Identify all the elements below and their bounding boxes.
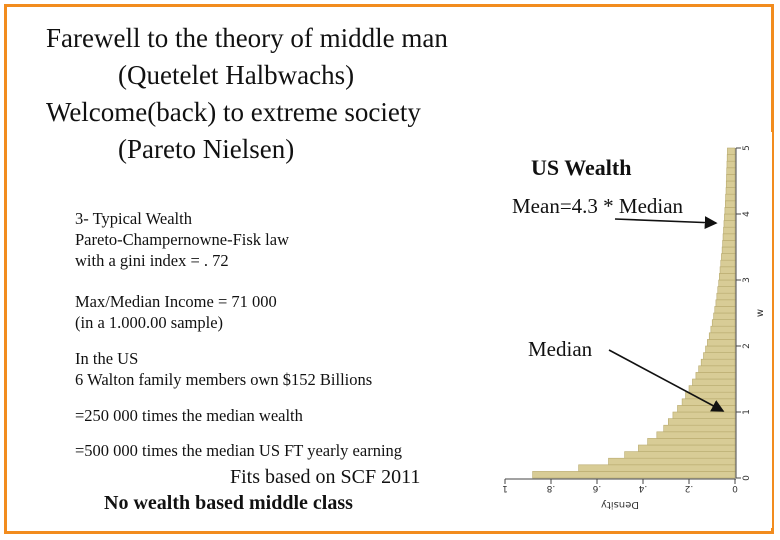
typical-wealth-line-2: Pareto-Champernowne-Fisk law bbox=[75, 230, 289, 249]
histogram-bar bbox=[721, 253, 736, 261]
axes-layer: 0 1 2 3 4 5 w 1 .8 .6 .4 .2 0 Density bbox=[502, 145, 766, 510]
histogram-bar bbox=[722, 240, 736, 248]
median-arrow bbox=[608, 349, 725, 412]
x-tick-label: .4 bbox=[638, 483, 647, 493]
walton-line-1: In the US bbox=[75, 349, 139, 368]
mean-arrow bbox=[614, 216, 718, 229]
title-line-2: (Quetelet Halbwachs) bbox=[118, 60, 355, 90]
histogram-bar bbox=[725, 180, 736, 188]
x-tick-label: .2 bbox=[685, 483, 694, 493]
histogram-bar bbox=[532, 471, 736, 479]
y-tick-label: 0 bbox=[742, 475, 752, 481]
histogram-bar bbox=[725, 200, 736, 208]
histogram-bar bbox=[724, 207, 736, 215]
histogram-bar bbox=[624, 451, 736, 459]
title-line-3: Welcome(back) to extreme society bbox=[46, 97, 421, 127]
max-median-line-2: (in a 1.000.00 sample) bbox=[75, 313, 224, 332]
histogram-bar bbox=[656, 431, 736, 439]
typical-wealth-line-1: 3- Typical Wealth bbox=[75, 209, 192, 228]
histogram-bar bbox=[726, 160, 736, 169]
histogram-bar bbox=[715, 299, 736, 307]
mean-annotation: Mean=4.3 * Median bbox=[512, 194, 684, 218]
x-tick-label: 1 bbox=[502, 483, 508, 493]
bars-layer bbox=[532, 147, 736, 479]
title-line-1: Farewell to the theory of middle man bbox=[46, 23, 448, 53]
slide-frame bbox=[4, 4, 774, 534]
histogram-bar bbox=[725, 187, 736, 195]
histogram-bar bbox=[719, 273, 736, 281]
histogram-bar bbox=[647, 438, 736, 446]
chart-heading: US Wealth bbox=[531, 155, 632, 180]
median-annotation: Median bbox=[528, 337, 593, 361]
histogram-bar bbox=[711, 319, 736, 327]
histogram-bar bbox=[705, 345, 736, 353]
histogram-bar bbox=[677, 405, 736, 413]
y-tick-label: 4 bbox=[742, 211, 752, 217]
histogram-bar bbox=[703, 352, 736, 360]
histogram-bar bbox=[663, 424, 736, 433]
wealth-histogram: 0 1 2 3 4 5 w 1 .8 .6 .4 .2 0 Density bbox=[485, 132, 772, 528]
histogram-bar bbox=[698, 365, 736, 373]
histogram-bar bbox=[719, 266, 736, 274]
histogram-bar bbox=[700, 358, 736, 367]
histogram-bar bbox=[710, 325, 736, 334]
times-median-earning: =500 000 times the median US FT yearly e… bbox=[75, 441, 403, 460]
max-median-block: Max/Median Income = 71 000 (in a 1.000.0… bbox=[75, 291, 277, 333]
histogram-bar bbox=[726, 167, 736, 175]
histogram-bar bbox=[708, 332, 736, 340]
histogram-bar bbox=[720, 259, 736, 268]
times-median-wealth: =250 000 times the median wealth bbox=[75, 406, 303, 425]
histogram-bar bbox=[723, 226, 736, 235]
histogram-bar bbox=[725, 193, 736, 202]
y-tick-label: 3 bbox=[742, 277, 752, 283]
slide-title: Farewell to the theory of middle man (Qu… bbox=[46, 20, 448, 168]
x-tick-label: .8 bbox=[546, 483, 555, 493]
fits-note: Fits based on SCF 2011 bbox=[230, 466, 421, 488]
walton-line-2: 6 Walton family members own $152 Billion… bbox=[75, 370, 373, 389]
histogram-bar bbox=[688, 385, 736, 393]
histogram-bar bbox=[727, 147, 736, 155]
histogram-svg: 0 1 2 3 4 5 w 1 .8 .6 .4 .2 0 Density bbox=[502, 145, 766, 510]
histogram-bar bbox=[724, 213, 736, 221]
histogram-bar bbox=[681, 398, 736, 406]
histogram-bar bbox=[638, 444, 736, 452]
histogram-bar bbox=[668, 418, 736, 426]
histogram-bar bbox=[716, 292, 736, 301]
histogram-bar bbox=[721, 246, 736, 254]
y-tick-label: 2 bbox=[742, 343, 752, 349]
x-tick-label: .6 bbox=[592, 483, 601, 493]
no-middle-class-note: No wealth based middle class bbox=[104, 492, 353, 514]
histogram-bar bbox=[726, 154, 736, 162]
typical-wealth-line-3: with a gini index = . 72 bbox=[75, 251, 229, 270]
histogram-bar bbox=[723, 220, 736, 228]
histogram-bar bbox=[692, 378, 736, 386]
histogram-bar bbox=[722, 233, 736, 241]
histogram-bar bbox=[713, 312, 736, 320]
histogram-bar bbox=[695, 372, 736, 380]
y-tick-label: 1 bbox=[742, 409, 752, 415]
histogram-bar bbox=[578, 464, 736, 472]
histogram-bar bbox=[726, 174, 736, 182]
histogram-bar bbox=[714, 306, 736, 314]
arrows-layer bbox=[608, 216, 725, 412]
y-tick-label: 5 bbox=[742, 145, 752, 151]
histogram-bar bbox=[707, 339, 736, 347]
max-median-line-1: Max/Median Income = 71 000 bbox=[75, 292, 277, 311]
x-tick-label: 0 bbox=[732, 483, 738, 493]
histogram-bar bbox=[608, 457, 736, 466]
x-axis-title: Density bbox=[601, 499, 639, 510]
title-line-4: (Pareto Nielsen) bbox=[118, 134, 295, 164]
histogram-bar bbox=[718, 279, 736, 287]
histogram-bar bbox=[672, 411, 736, 419]
histogram-bar bbox=[717, 286, 736, 294]
typical-wealth-block: 3- Typical Wealth Pareto-Champernowne-Fi… bbox=[75, 208, 289, 271]
y-axis-title: w bbox=[755, 309, 766, 317]
walton-block: In the US 6 Walton family members own $1… bbox=[75, 348, 372, 390]
